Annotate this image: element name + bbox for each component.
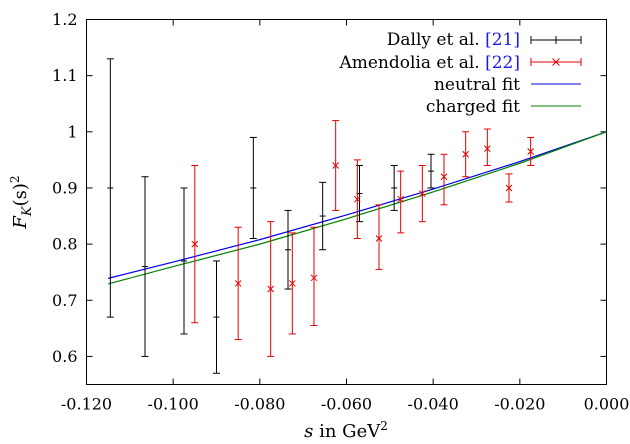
data-point-amendolia-et-al-22 <box>397 170 405 234</box>
plot-frame <box>86 19 607 385</box>
fit-curves <box>108 131 607 285</box>
x-tick-label: -0.080 <box>234 395 285 414</box>
y-tick-label: 0.9 <box>52 178 77 197</box>
data-point-amendolia-et-al-22 <box>332 120 340 211</box>
data-point-amendolia-et-al-22 <box>440 153 448 206</box>
marker-cross <box>462 150 470 158</box>
legend-label-charged-fit: charged fit <box>426 97 520 117</box>
marker-cross <box>375 235 383 242</box>
data-point-amendolia-et-al-22 <box>191 165 199 324</box>
data-point-amendolia-et-al-22 <box>505 173 513 203</box>
marker-cross <box>310 274 318 282</box>
marker-cross <box>440 173 448 181</box>
data-points <box>106 58 535 374</box>
marker-cross <box>234 280 242 287</box>
marker-cross <box>353 195 361 203</box>
data-point-dally-et-al-21 <box>284 209 292 290</box>
legend-label-amendolia: Amendolia et al. [22] <box>338 53 520 73</box>
x-axis-label: s in GeV2 <box>304 419 388 442</box>
x-tick-label: -0.020 <box>494 395 545 414</box>
data-point-dally-et-al-21 <box>249 136 257 239</box>
data-point-dally-et-al-21 <box>319 181 327 251</box>
y-axis-label: FK(s)2 <box>8 175 35 229</box>
legend-entry-charged-fit: charged fit <box>426 97 581 117</box>
marker-cross <box>505 184 513 192</box>
y-tick-label: 0.7 <box>52 291 77 310</box>
data-point-amendolia-et-al-22 <box>375 204 383 270</box>
data-point-dally-et-al-21 <box>390 165 398 211</box>
marker-cross <box>288 280 296 287</box>
marker-cross <box>332 162 340 169</box>
marker-cross <box>191 240 199 248</box>
data-point-dally-et-al-21 <box>141 176 149 357</box>
legend-entry-dally: Dally et al. [21] <box>387 30 582 50</box>
data-point-amendolia-et-al-22 <box>310 226 318 327</box>
data-point-amendolia-et-al-22 <box>462 131 470 178</box>
data-point-amendolia-et-al-22 <box>234 226 242 341</box>
legend-entry-neutral-fit: neutral fit <box>434 75 581 95</box>
data-point-dally-et-al-21 <box>427 153 435 189</box>
marker-cross <box>418 190 426 197</box>
marker-cross <box>267 285 275 293</box>
x-tick-label: -0.120 <box>61 395 112 414</box>
y-tick-label: 0.8 <box>52 235 77 254</box>
x-tick-label: -0.060 <box>321 395 372 414</box>
legend-label-dally: Dally et al. [21] <box>387 30 520 50</box>
y-tick-label: 1.1 <box>52 66 77 85</box>
x-tick-label: -0.040 <box>408 395 459 414</box>
y-tick-label: 0.6 <box>52 347 77 366</box>
axis-ticks: -0.120 -0.100 -0.080 -0.060 -0.040 -0.020 0.00… <box>52 10 629 414</box>
x-tick-label: -0.100 <box>148 395 199 414</box>
marker-cross <box>527 148 535 155</box>
marker-cross <box>483 145 491 153</box>
x-tick-label: 0.000 <box>584 395 630 414</box>
legend-label-neutral-fit: neutral fit <box>434 75 520 95</box>
y-tick-label: 1 <box>67 122 77 141</box>
legend-swatch-dally <box>530 36 582 44</box>
legend-entry-amendolia: Amendolia et al. [22] <box>338 53 582 73</box>
data-point-dally-et-al-21 <box>180 187 188 335</box>
data-point-dally-et-al-21 <box>106 58 114 318</box>
data-point-amendolia-et-al-22 <box>353 159 361 239</box>
fit-line-charged-fit <box>108 131 607 285</box>
marker-cross <box>397 195 405 203</box>
data-point-dally-et-al-21 <box>213 260 220 374</box>
fit-line-neutral-fit <box>108 131 607 279</box>
legend: Dally et al. [21] Amendolia et al. [22] … <box>338 30 582 117</box>
data-point-amendolia-et-al-22 <box>483 128 491 166</box>
data-point-amendolia-et-al-22 <box>267 221 275 357</box>
y-tick-label: 1.2 <box>52 10 77 29</box>
legend-swatch-amendolia <box>530 58 582 66</box>
data-point-amendolia-et-al-22 <box>527 136 535 166</box>
data-point-amendolia-et-al-22 <box>418 165 426 223</box>
data-point-amendolia-et-al-22 <box>288 232 296 335</box>
